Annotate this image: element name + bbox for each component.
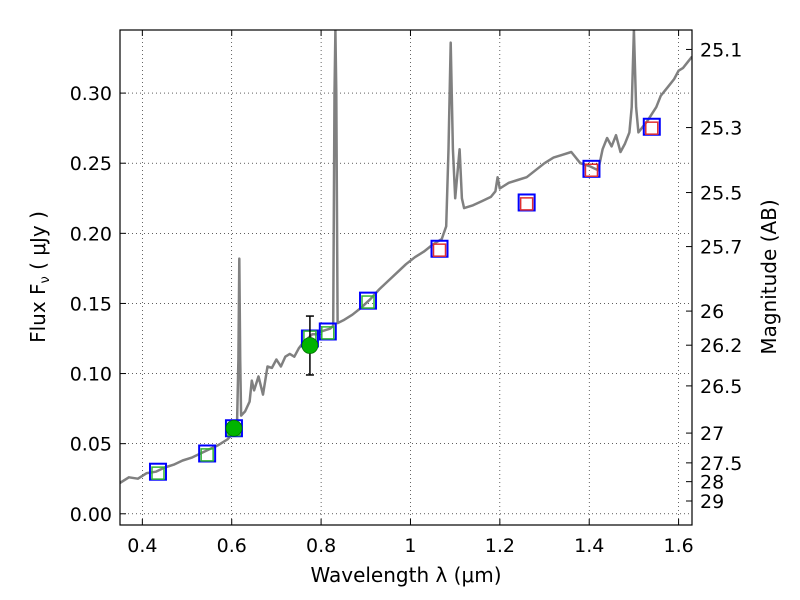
observed-point [301, 337, 319, 354]
red-square-marker [584, 163, 599, 177]
x-tick-label: 0.8 [306, 535, 336, 557]
y-tick-label: 0.00 [70, 504, 112, 526]
y2-axis-label: Magnitude (AB) [757, 199, 781, 354]
y2-tick-label: 26.5 [700, 376, 742, 398]
x-tick-label: 1.2 [485, 535, 515, 557]
x-tick-label: 0.6 [217, 535, 247, 557]
y-tick-label: 0.30 [70, 83, 112, 105]
y2-tick-label: 27.5 [700, 453, 742, 475]
series [120, 30, 692, 484]
y-axis-label: Flux Fν ( μJy ) [26, 211, 53, 343]
grid [120, 30, 692, 525]
green-square-marker [151, 466, 165, 480]
x-axis-label: Wavelength λ (μm) [310, 563, 501, 587]
plot-frame [119, 29, 693, 526]
red-square-marker [519, 197, 534, 211]
y-tick-label: 0.10 [70, 364, 112, 386]
y-axis-label-unit: ( μJy ) [26, 211, 50, 276]
y-axis-label-main: Flux F [26, 283, 50, 342]
green-square-marker [361, 295, 375, 309]
y-tick-label: 0.20 [70, 223, 112, 245]
y2-tick-label: 25.3 [700, 118, 742, 140]
y-tick-label: 0.05 [70, 434, 112, 456]
x-tick-label: 1.4 [574, 535, 604, 557]
y2-tick-label: 25.1 [700, 39, 742, 61]
y2-tick-label: 26.2 [700, 335, 742, 357]
y2-tick-label: 27 [700, 423, 724, 445]
y2-tick-label: 25.7 [700, 237, 742, 259]
green-square-marker [200, 448, 214, 462]
observed-point [225, 419, 243, 437]
green-square-marker [321, 326, 335, 340]
y2-tick-label: 28 [700, 472, 724, 494]
y-axis-label-sub: ν [38, 276, 53, 283]
red-square-marker [645, 121, 659, 135]
y-tick-label: 0.25 [70, 153, 112, 175]
y2-tick-label: 25.5 [700, 183, 742, 205]
x-tick-label: 0.4 [127, 535, 157, 557]
x-tick-label: 1.6 [663, 535, 693, 557]
sed-line [120, 30, 692, 484]
red-square-marker [432, 243, 447, 257]
y2-tick-label: 26 [700, 301, 724, 323]
ticks: 0.4 0.6 0.8 1 1.2 1.4 1.6 0.00 0.05 0.10 0.15 0.20 0… [70, 30, 742, 557]
x-tick-label: 1 [404, 535, 416, 557]
y-tick-label: 0.15 [70, 293, 112, 315]
y2-tick-label: 29 [700, 491, 724, 513]
